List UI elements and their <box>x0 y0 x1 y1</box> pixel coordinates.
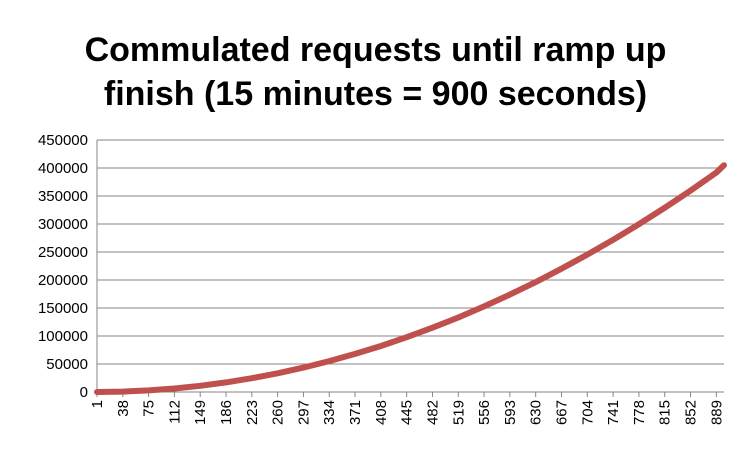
x-tick-label: 371 <box>347 400 364 425</box>
x-tick-label: 38 <box>115 400 132 417</box>
x-tick-label: 149 <box>192 400 209 425</box>
chart-title-line-1: Commulated requests until ramp up <box>84 31 667 69</box>
x-tick-label: 75 <box>141 400 158 417</box>
x-tick-label: 297 <box>295 400 312 425</box>
y-tick-label: 350000 <box>38 188 88 205</box>
x-tick-label: 186 <box>218 400 235 425</box>
x-tick-label: 260 <box>270 400 287 425</box>
x-tick-label: 630 <box>528 400 545 425</box>
y-tick-label: 450000 <box>38 132 88 149</box>
x-tick-label: 667 <box>553 400 570 425</box>
x-tick-label: 704 <box>579 400 596 425</box>
y-tick-label: 0 <box>80 384 88 401</box>
x-tick-label: 112 <box>166 400 183 424</box>
series-line <box>94 162 727 395</box>
x-tick-label: 334 <box>321 400 338 425</box>
x-tick-label: 815 <box>657 400 674 425</box>
y-tick-label: 400000 <box>38 160 88 177</box>
x-tick-label: 408 <box>373 400 390 425</box>
x-tick-label: 778 <box>631 400 648 425</box>
x-tick-label: 889 <box>708 400 725 425</box>
y-tick-label: 150000 <box>38 300 88 317</box>
x-tick-label: 223 <box>244 400 261 425</box>
y-tick-label: 200000 <box>38 272 88 289</box>
x-tick-label: 741 <box>605 400 622 425</box>
x-tick-label: 445 <box>399 400 416 425</box>
y-tick-label: 300000 <box>38 216 88 233</box>
x-tick-label: 519 <box>450 400 467 425</box>
x-tick-label: 593 <box>502 400 519 425</box>
x-tick-label: 556 <box>476 400 493 425</box>
x-tick-label: 1 <box>89 400 106 408</box>
y-tick-label: 100000 <box>38 328 88 345</box>
x-tick-label: 852 <box>683 400 700 425</box>
chart-title: Commulated requests until ramp up finish… <box>0 28 751 116</box>
y-tick-label: 50000 <box>46 356 88 373</box>
y-tick-label: 250000 <box>38 244 88 261</box>
chart-title-line-2: finish (15 minutes = 900 seconds) <box>103 75 648 113</box>
x-tick-label: 482 <box>424 400 441 425</box>
